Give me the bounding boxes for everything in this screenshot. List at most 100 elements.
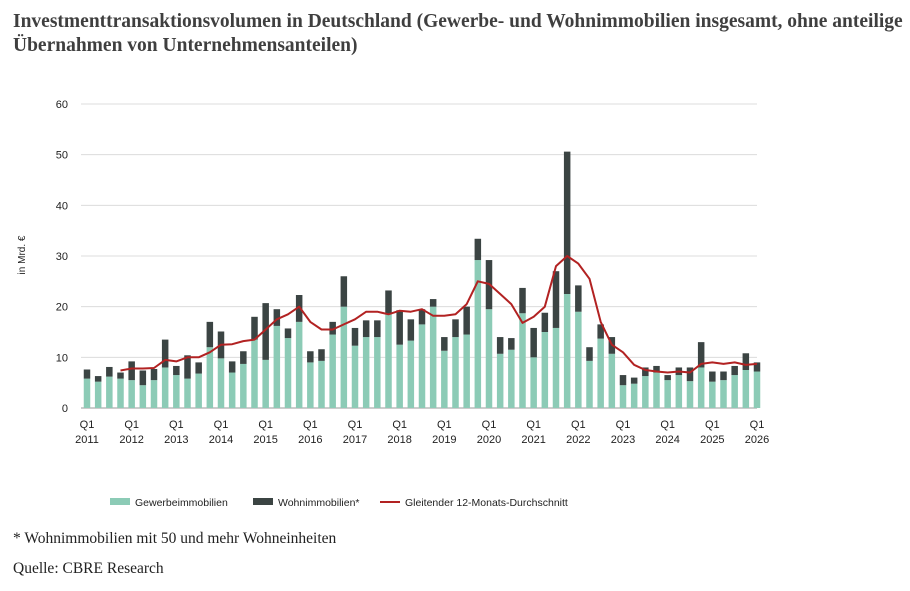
bar-commercial — [150, 380, 158, 408]
bar-residential — [441, 337, 448, 351]
bar-residential — [519, 287, 526, 314]
legend-swatch-residential — [253, 498, 273, 505]
legend-label-residential: Wohnimmobilien* — [278, 497, 360, 509]
bar-residential — [329, 321, 336, 335]
bar-residential — [496, 337, 504, 354]
bar-residential — [709, 371, 716, 382]
bar-commercial — [240, 363, 247, 408]
bar-commercial — [106, 376, 113, 408]
bar-commercial — [385, 314, 392, 408]
bar-residential — [463, 306, 470, 335]
bar-commercial — [362, 337, 370, 408]
bar-residential — [117, 372, 124, 379]
bar-residential — [240, 351, 247, 364]
chart-title: Investmenttransaktionsvolumen in Deutsch… — [13, 11, 903, 56]
x-tick-year: 2023 — [611, 434, 635, 446]
bar-residential — [396, 310, 403, 345]
bar-commercial — [228, 372, 236, 408]
bar-residential — [407, 319, 415, 341]
bar-commercial — [139, 385, 147, 408]
bar-residential — [206, 321, 214, 348]
bar-residential — [228, 361, 236, 373]
bars — [83, 151, 761, 408]
bar-commercial — [273, 325, 281, 408]
y-axis-label: in Mrd. € — [17, 235, 28, 274]
x-tick-quarter: Q1 — [526, 419, 541, 431]
bar-residential — [184, 355, 191, 379]
x-tick-year: 2018 — [387, 434, 411, 446]
bar-residential — [508, 338, 515, 350]
bar-residential — [94, 376, 102, 382]
bar-commercial — [664, 380, 671, 408]
bar-commercial — [351, 345, 359, 408]
bar-residential — [686, 367, 694, 382]
bar-residential — [150, 368, 158, 381]
bar-commercial — [563, 294, 571, 408]
bar-residential — [340, 276, 348, 307]
bar-residential — [753, 362, 761, 372]
x-tick-quarter: Q1 — [750, 419, 765, 431]
bar-residential — [83, 369, 91, 379]
bar-commercial — [742, 370, 750, 408]
bar-commercial — [374, 337, 381, 408]
bar-commercial — [251, 339, 258, 408]
x-tick-year: 2020 — [477, 434, 501, 446]
bar-residential — [474, 238, 482, 261]
y-tick-label: 60 — [56, 99, 68, 111]
y-tick-label: 30 — [56, 251, 68, 263]
bar-commercial — [686, 381, 694, 408]
bar-residential — [262, 303, 269, 360]
bar-residential — [139, 370, 147, 386]
bar-commercial — [173, 375, 180, 408]
x-tick-year: 2026 — [745, 434, 769, 446]
bar-commercial — [184, 378, 191, 408]
x-tick-quarter: Q1 — [80, 419, 95, 431]
x-tick-quarter: Q1 — [348, 419, 363, 431]
legend-label-average: Gleitender 12-Monats-Durchschnitt — [405, 497, 568, 509]
bar-commercial — [217, 358, 225, 408]
bar-commercial — [262, 359, 269, 408]
bar-commercial — [653, 372, 660, 408]
bar-commercial — [161, 367, 169, 408]
legend: Gewerbeimmobilien Wohnimmobilien* Gleite… — [110, 497, 568, 509]
bar-commercial — [485, 309, 493, 408]
bar-commercial — [697, 367, 705, 408]
bar-residential — [307, 351, 314, 363]
x-tick-year: 2021 — [521, 434, 545, 446]
x-tick-quarter: Q1 — [705, 419, 720, 431]
x-tick-year: 2012 — [119, 434, 143, 446]
bar-residential — [653, 365, 660, 373]
x-tick-year: 2016 — [298, 434, 322, 446]
bar-commercial — [195, 373, 202, 408]
x-tick-year: 2025 — [700, 434, 724, 446]
bar-residential — [530, 327, 537, 358]
bar-commercial — [642, 376, 649, 408]
bar-residential — [318, 349, 325, 361]
bar-commercial — [340, 306, 348, 408]
bar-residential — [642, 367, 649, 377]
x-tick-quarter: Q1 — [482, 419, 497, 431]
bar-residential — [731, 365, 738, 376]
bar-commercial — [541, 332, 549, 408]
bar-residential — [362, 320, 370, 338]
bar-residential — [597, 324, 604, 339]
moving-average-path — [120, 255, 758, 374]
bar-residential — [385, 290, 392, 315]
bar-residential — [351, 327, 359, 346]
bar-residential — [429, 299, 437, 307]
bar-commercial — [552, 327, 560, 408]
bar-residential — [552, 271, 560, 328]
bar-commercial — [295, 321, 303, 408]
x-tick-year: 2022 — [566, 434, 590, 446]
bar-commercial — [619, 385, 627, 408]
y-tick-label: 0 — [62, 403, 68, 415]
bar-residential — [195, 362, 202, 374]
bar-commercial — [530, 357, 537, 408]
bar-residential — [273, 309, 281, 326]
x-tick-quarter: Q1 — [392, 419, 407, 431]
y-tick-label: 10 — [56, 352, 68, 364]
footnote: * Wohnimmobilien mit 50 und mehr Wohnein… — [13, 530, 337, 547]
bar-residential — [697, 342, 705, 368]
bar-residential — [251, 316, 258, 340]
